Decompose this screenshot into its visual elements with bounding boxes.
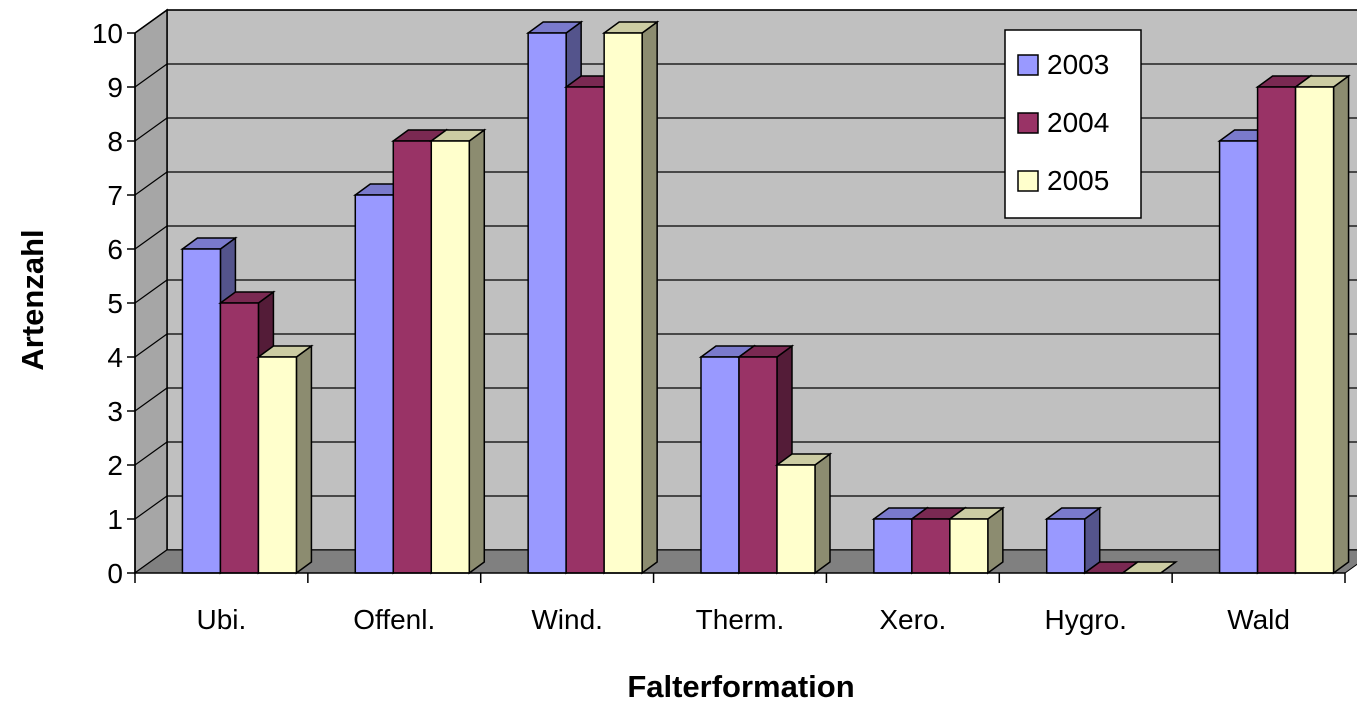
- bar-side: [1332, 74, 1350, 575]
- x-tick-label: Therm.: [696, 604, 785, 635]
- bar-front: [392, 140, 433, 574]
- bar-front: [603, 32, 643, 574]
- x-tick-label: Offenl.: [353, 604, 435, 635]
- bar-front: [738, 356, 778, 574]
- bar-front: [1294, 86, 1335, 574]
- x-axis-title: Falterformation: [627, 669, 854, 702]
- gridline: [134, 117, 1357, 142]
- legend-label: 2005: [1047, 165, 1109, 196]
- axes: [127, 32, 1346, 583]
- bars: [180, 20, 1351, 575]
- x-tick-label: Wind.: [531, 604, 603, 635]
- gridline: [134, 225, 1357, 250]
- y-tick-label: 6: [107, 234, 123, 265]
- gridline: [134, 171, 1357, 196]
- bar: [601, 20, 660, 575]
- gridline: [134, 333, 1357, 358]
- bar-front: [700, 356, 740, 574]
- bar-front: [527, 32, 567, 574]
- bar-front: [1218, 140, 1259, 574]
- x-tick-label: Xero.: [879, 604, 946, 635]
- bar-front: [219, 302, 260, 574]
- bar-front: [430, 140, 471, 574]
- y-tick-labels: 0 1 2 3 4 5 6 7 8 9 10: [92, 18, 123, 589]
- legend-label: 2003: [1047, 49, 1109, 80]
- y-tick-label: 9: [107, 72, 123, 103]
- bar: [428, 128, 487, 575]
- legend: 2003 2004 2005: [1004, 29, 1142, 219]
- bar-front: [873, 518, 913, 574]
- y-tick-label: 7: [107, 180, 123, 211]
- bar: [774, 452, 833, 575]
- y-tick-label: 4: [107, 342, 123, 373]
- y-tick-label: 1: [107, 504, 123, 535]
- bar-front: [776, 464, 816, 574]
- bar: [871, 506, 930, 575]
- bar: [947, 506, 1006, 575]
- bar: [1044, 506, 1103, 575]
- gridline: [134, 63, 1357, 88]
- bar-front: [1256, 86, 1297, 574]
- bar-front: [354, 194, 395, 574]
- bar-front: [257, 356, 298, 574]
- bar: [1293, 74, 1351, 575]
- bar-side: [468, 128, 486, 575]
- bar-side: [295, 344, 313, 575]
- bar-front: [1045, 518, 1086, 574]
- bar-front: [181, 248, 222, 574]
- bar-front: [911, 518, 951, 574]
- gridline: [134, 495, 1357, 520]
- bar-side: [814, 452, 831, 575]
- bar-front: [565, 86, 605, 574]
- legend-swatch: [1017, 112, 1039, 134]
- gridline: [134, 9, 1357, 34]
- y-tick-label: 8: [107, 126, 123, 157]
- y-axis-title: Artenzahl: [15, 229, 50, 370]
- y-tick-label: 2: [107, 450, 123, 481]
- y-tick-label: 3: [107, 396, 123, 427]
- x-tick-labels: Ubi. Offenl. Wind. Therm. Xero. Hygro. Wald: [197, 604, 1290, 635]
- x-tick-label: Wald: [1227, 604, 1290, 635]
- bar-front: [949, 518, 989, 574]
- bar-side: [641, 20, 658, 575]
- y-tick-label: 5: [107, 288, 123, 319]
- gridline: [134, 441, 1357, 466]
- y-tick-label: 0: [107, 558, 123, 589]
- legend-swatch: [1017, 170, 1039, 192]
- bar: [180, 236, 238, 575]
- legend-swatch: [1017, 54, 1039, 76]
- legend-label: 2004: [1047, 107, 1109, 138]
- x-tick-label: Ubi.: [197, 604, 247, 635]
- bar: [256, 344, 314, 575]
- gridline: [134, 279, 1357, 304]
- y-tick-label: 10: [92, 18, 123, 49]
- x-tick-label: Hygro.: [1044, 604, 1126, 635]
- gridline: [134, 387, 1357, 412]
